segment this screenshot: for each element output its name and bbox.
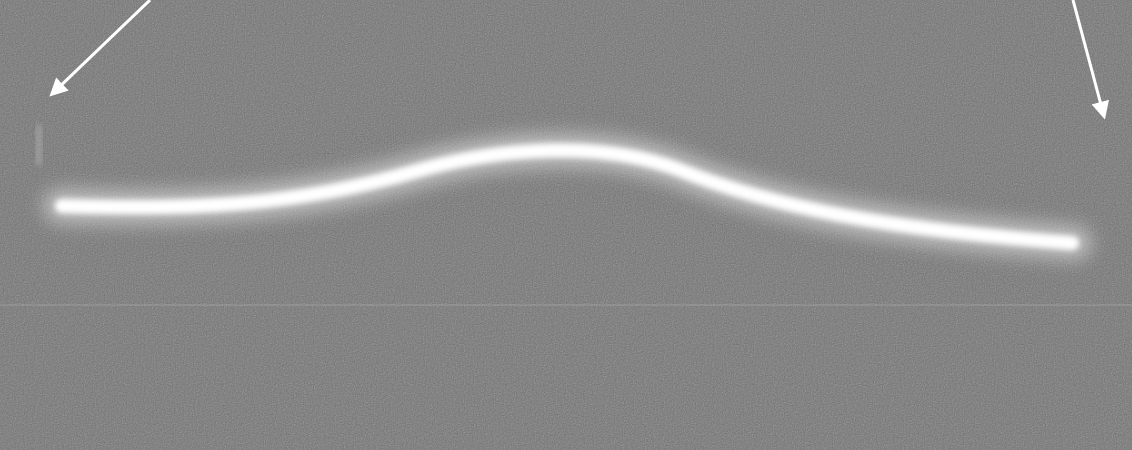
faint-mark: [36, 125, 42, 165]
image: [0, 0, 1132, 450]
page: [0, 0, 1132, 450]
